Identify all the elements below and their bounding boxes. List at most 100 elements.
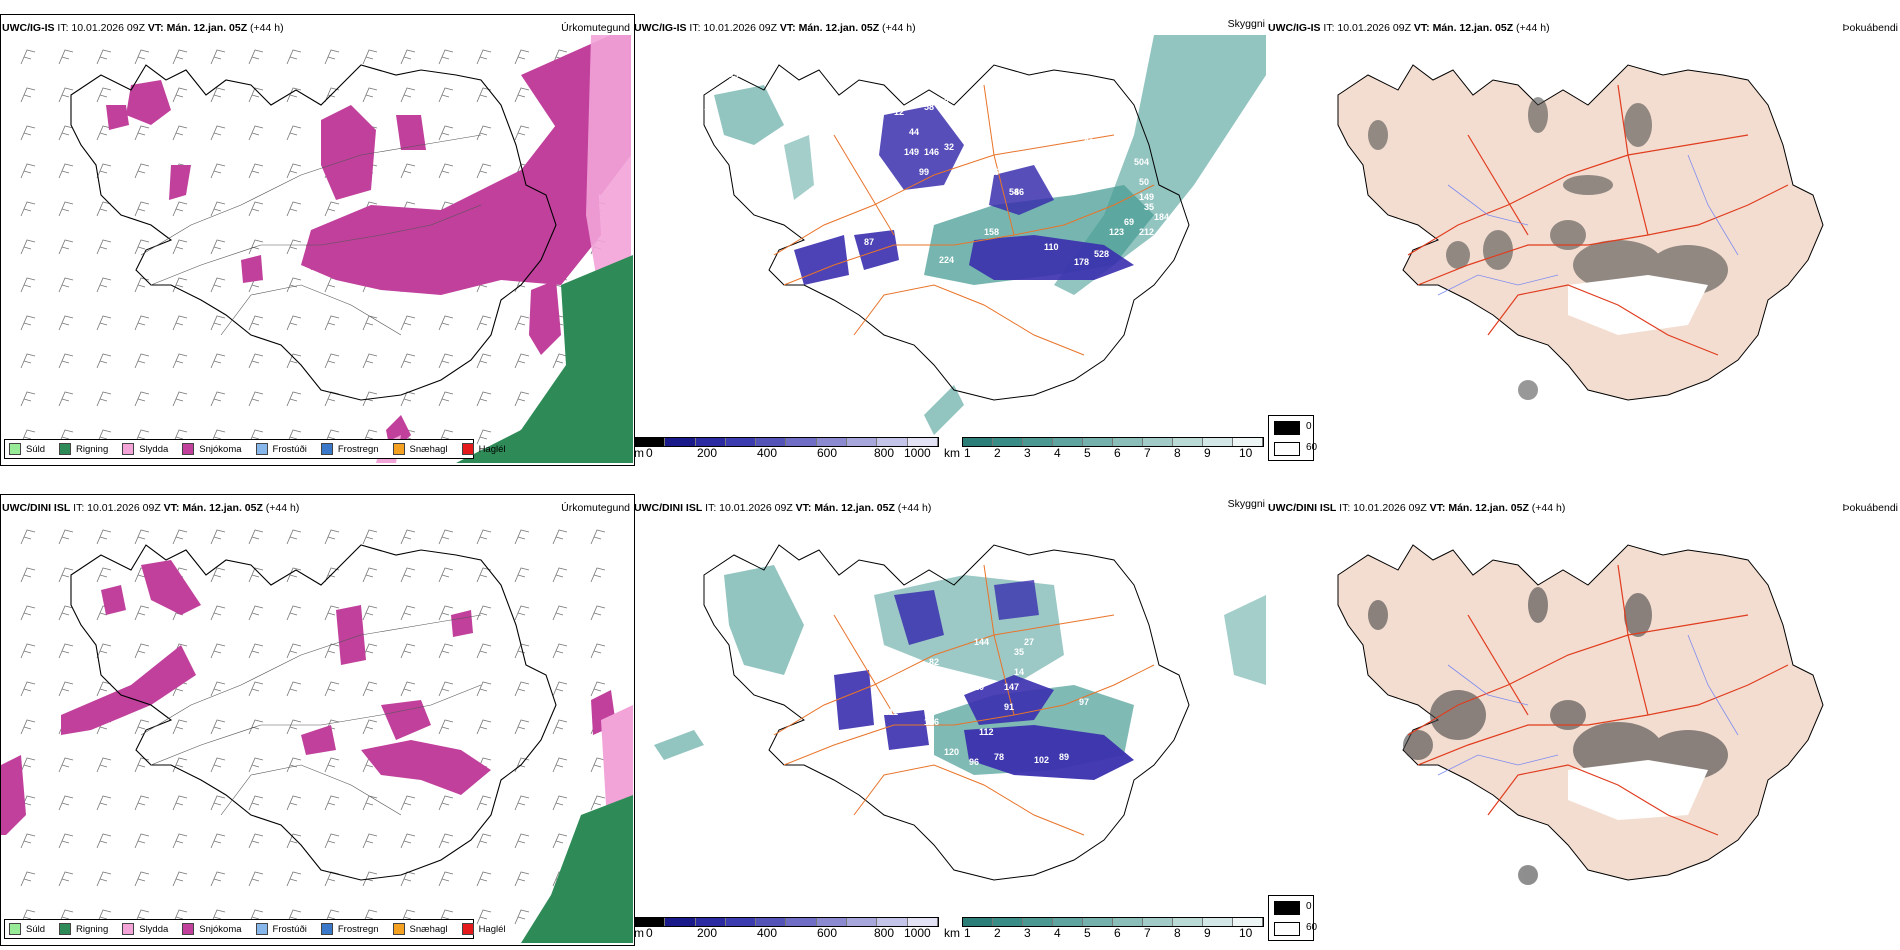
wind-barb [324, 681, 340, 697]
wind-barb [286, 529, 302, 545]
snow-area [306, 240, 336, 270]
low-cloud-area [969, 235, 1134, 280]
wind-barb [590, 757, 606, 773]
visibility-value-label: 99 [919, 167, 929, 177]
wind-barb [286, 871, 302, 887]
wind-barb [96, 833, 112, 849]
wind-barb [248, 353, 264, 369]
wind-barb [476, 833, 492, 849]
wind-barb [286, 681, 302, 697]
wind-barb [248, 49, 264, 65]
wind-barb [134, 871, 150, 887]
wind-barb [400, 871, 416, 887]
tick-label: 60 [1306, 922, 1318, 933]
wind-barb [514, 871, 530, 887]
wind-barb [58, 353, 74, 369]
visibility-value-label: 528 [1094, 249, 1109, 259]
visibility-value-label: 178 [1074, 257, 1089, 267]
wind-barb [20, 681, 36, 697]
wind-barb [134, 201, 150, 217]
wind-barb [476, 643, 492, 659]
visibility-value-label: 91 [1004, 702, 1014, 712]
wind-barb [438, 719, 454, 735]
wind-barb [286, 757, 302, 773]
legend-swatch [59, 923, 72, 935]
unit-label: m [634, 926, 644, 940]
wind-barb [514, 757, 530, 773]
wind-barb [514, 529, 530, 545]
wind-barb [438, 49, 454, 65]
precip-header: UWC/DINI ISL IT: 10.01.2026 09Z VT: Mán.… [2, 502, 299, 514]
visibility-value-label: 33 [854, 277, 864, 287]
legend-swatch [461, 443, 474, 455]
wind-barb [514, 909, 530, 925]
wind-barb [248, 163, 264, 179]
wind-barb [438, 125, 454, 141]
tick-label: 400 [757, 926, 778, 940]
lead-time: (+44 h) [882, 22, 916, 34]
tick-label: 200 [697, 926, 718, 940]
snow-area [529, 280, 561, 355]
precip-panel [0, 494, 635, 946]
issue-time: IT: 10.01.2026 09Z [73, 502, 161, 514]
wind-barb [476, 315, 492, 331]
visibility-value-label: 69 [1124, 217, 1134, 227]
cloud-variable-label: Skyggni [1227, 498, 1265, 510]
visibility-value-label: 131 [864, 272, 879, 282]
tick-label: 60 [1306, 442, 1318, 453]
wind-barb [248, 643, 264, 659]
visibility-value-label: 35 [1144, 202, 1154, 212]
visibility-value-label: 112 [979, 727, 994, 737]
wind-barb [362, 833, 378, 849]
wind-barb [134, 529, 150, 545]
precip-legend: Súld Rigning Slydda Snjókoma Frostúði Fr… [4, 919, 506, 939]
legend-swatch [1274, 922, 1300, 936]
visibility-value-label: 89 [1059, 752, 1069, 762]
legend-swatch [1274, 442, 1300, 456]
tick-label: 2 [994, 926, 1001, 940]
visibility-value-label: 12 [894, 107, 904, 117]
wind-barb [134, 391, 150, 407]
wind-barb [248, 87, 264, 103]
low-cloud-area [989, 165, 1054, 215]
visibility-value-label: 504 [1134, 157, 1149, 167]
model-name: UWC/DINI ISL [1268, 502, 1337, 514]
visibility-area [784, 135, 814, 200]
wind-barb [20, 315, 36, 331]
wind-barb [172, 125, 188, 141]
wind-barb [286, 125, 302, 141]
legend-swatch [122, 923, 135, 935]
wind-barb [590, 643, 606, 659]
wind-barb [438, 87, 454, 103]
wind-barb [400, 833, 416, 849]
wind-barb [210, 391, 226, 407]
wind-barb [362, 87, 378, 103]
wind-barb [20, 871, 36, 887]
wind-barb [476, 909, 492, 925]
tick-label: 0 [646, 446, 653, 460]
wind-barb [58, 201, 74, 217]
visibility-value-label: 58 [924, 102, 934, 112]
wind-barb [248, 315, 264, 331]
low-cloud-area [884, 710, 929, 750]
wind-barb [96, 567, 112, 583]
wind-barb [210, 49, 226, 65]
legend-item: Slydda [122, 443, 168, 455]
snow-area [169, 165, 191, 200]
wind-barb [286, 163, 302, 179]
wind-barb [438, 605, 454, 621]
legend-swatch [59, 443, 72, 455]
glacier-area [1568, 760, 1708, 820]
legend-item: Frostúði [255, 443, 307, 455]
wind-barb [552, 643, 568, 659]
tick-label: 1000 [904, 926, 931, 940]
wind-barb [552, 833, 568, 849]
low-cloud-area [879, 105, 964, 190]
tick-label: 1 [964, 446, 971, 460]
unit-label: km [944, 446, 960, 460]
wind-barb [476, 391, 492, 407]
visibility-area [714, 85, 784, 145]
wind-barb [96, 201, 112, 217]
wind-barb [324, 643, 340, 659]
visibility-value-label: 146 [924, 147, 939, 157]
